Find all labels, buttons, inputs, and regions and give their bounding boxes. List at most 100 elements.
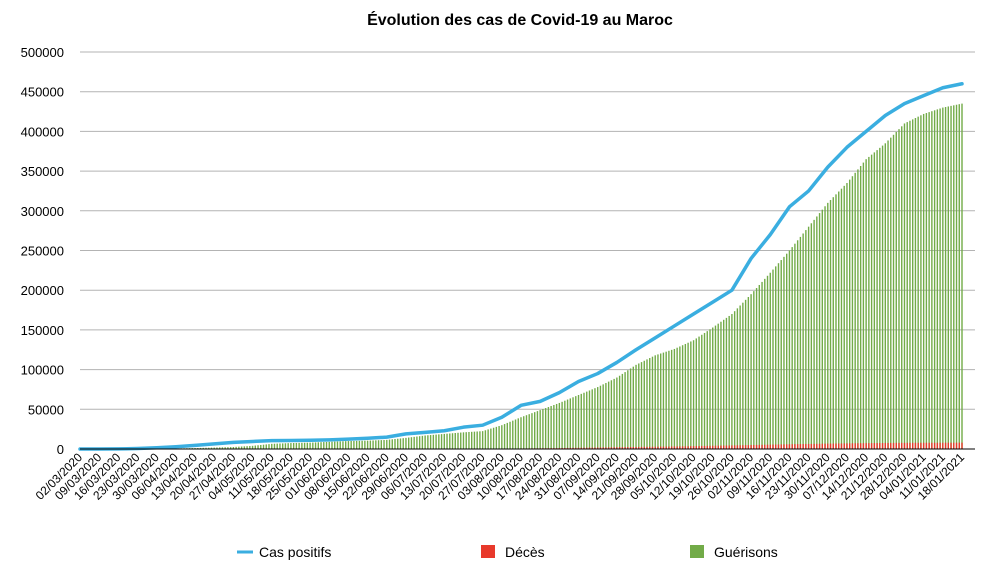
- recoveries-bar: [279, 443, 281, 449]
- recoveries-bar: [325, 441, 328, 449]
- deaths-bar: [616, 447, 618, 449]
- deaths-bar: [791, 444, 793, 449]
- deaths-bar: [646, 446, 648, 449]
- recoveries-bar: [260, 444, 262, 449]
- deaths-bar: [602, 447, 604, 449]
- recoveries-bar: [284, 443, 287, 449]
- y-axis-ticks: 0 50000 100000 150000 200000 250000 300000 3500…: [21, 45, 64, 457]
- recoveries-bar: [243, 446, 246, 449]
- deaths-bar: [810, 443, 813, 449]
- recoveries-bar: [857, 169, 859, 449]
- deaths-bar: [865, 443, 867, 449]
- recoveries-bar: [298, 442, 300, 449]
- recoveries-bar: [301, 442, 303, 449]
- recoveries-bar: [418, 436, 421, 449]
- recoveries-bar: [873, 152, 876, 449]
- recoveries-bar: [345, 441, 347, 449]
- recoveries-bar: [512, 420, 514, 449]
- recoveries-bar: [936, 109, 939, 449]
- recoveries-bar: [484, 430, 487, 449]
- deaths-bar: [591, 447, 593, 449]
- chart-title: Évolution des cas de Covid-19 au Maroc: [367, 10, 673, 29]
- recoveries-bar: [443, 433, 445, 449]
- deaths-bar: [958, 442, 960, 449]
- deaths-bar: [796, 444, 799, 449]
- deaths-bar: [922, 442, 925, 449]
- recoveries-bar: [429, 435, 432, 449]
- deaths-bar: [788, 444, 791, 449]
- deaths-bar: [588, 447, 591, 449]
- recoveries-bar: [454, 433, 456, 449]
- recoveries-bar: [386, 439, 388, 449]
- legend-item-positive-cases[interactable]: Cas positifs: [237, 544, 331, 560]
- recoveries-bar: [410, 437, 413, 449]
- recoveries-bar: [955, 104, 958, 450]
- recoveries-bar: [791, 247, 793, 449]
- recoveries-bar: [569, 398, 571, 449]
- recoveries-bar: [610, 380, 613, 449]
- legend-item-deaths[interactable]: Décès: [481, 544, 545, 560]
- recoveries-bar: [479, 431, 481, 449]
- deaths-bar: [944, 442, 947, 449]
- recoveries-bar: [388, 439, 391, 449]
- recoveries-bar: [807, 226, 810, 449]
- recoveries-bar: [487, 429, 489, 449]
- deaths-bar: [868, 443, 870, 449]
- recoveries-bar: [753, 291, 755, 449]
- recoveries-bar: [692, 340, 695, 449]
- recoveries-bar: [364, 440, 366, 449]
- deaths-bar: [670, 446, 673, 449]
- recoveries-bar: [566, 399, 569, 449]
- deaths-bar: [786, 444, 788, 449]
- deaths-bar: [818, 443, 821, 449]
- recoveries-bar: [509, 421, 511, 449]
- legend-recoveries-swatch: [690, 545, 704, 558]
- deaths-bar: [720, 445, 722, 449]
- recoveries-bar: [561, 401, 563, 449]
- recoveries-bar: [413, 436, 415, 449]
- recoveries-bar: [577, 395, 580, 449]
- deaths-bar: [649, 446, 651, 449]
- recoveries-bar: [684, 343, 687, 449]
- deaths-bar: [654, 446, 656, 449]
- deaths-bar: [613, 447, 615, 449]
- deaths-bar: [733, 445, 736, 449]
- recoveries-bar: [306, 442, 309, 449]
- recoveries-bar: [235, 446, 237, 449]
- recoveries-bar: [440, 434, 443, 449]
- recoveries-bar: [347, 441, 350, 449]
- recoveries-bar: [810, 223, 813, 449]
- recoveries-bar: [602, 384, 604, 449]
- deaths-bar: [736, 445, 739, 449]
- recoveries-bar: [268, 444, 270, 449]
- recoveries-bar: [383, 439, 385, 449]
- recoveries-bar: [903, 123, 906, 450]
- deaths-bar: [887, 442, 889, 449]
- deaths-bar: [665, 446, 667, 449]
- recoveries-bar: [542, 409, 544, 449]
- recoveries-bar: [687, 342, 689, 449]
- deaths-bar: [684, 446, 687, 449]
- recoveries-bar: [501, 425, 503, 449]
- deaths-bar: [750, 445, 752, 449]
- recoveries-bar: [859, 166, 862, 449]
- deaths-bar: [813, 443, 815, 449]
- deaths-bar: [939, 442, 941, 449]
- recoveries-bar: [506, 422, 508, 449]
- deaths-bar: [780, 444, 782, 449]
- recoveries-bar: [591, 389, 593, 449]
- gridlines: [80, 51, 975, 410]
- y-tick-label: 50000: [28, 402, 64, 417]
- legend-item-recoveries[interactable]: Guérisons: [690, 544, 778, 560]
- recoveries-bar: [468, 431, 470, 449]
- recoveries-bar: [240, 446, 243, 449]
- deaths-bar: [851, 443, 854, 449]
- recoveries-bar: [539, 410, 541, 449]
- recoveries-bar: [766, 275, 769, 449]
- deaths-bar: [914, 442, 917, 449]
- deaths-bar: [690, 446, 692, 449]
- deaths-bar: [597, 447, 599, 449]
- deaths-bar: [933, 442, 936, 449]
- deaths-bar: [816, 443, 818, 449]
- deaths-bar: [917, 442, 919, 449]
